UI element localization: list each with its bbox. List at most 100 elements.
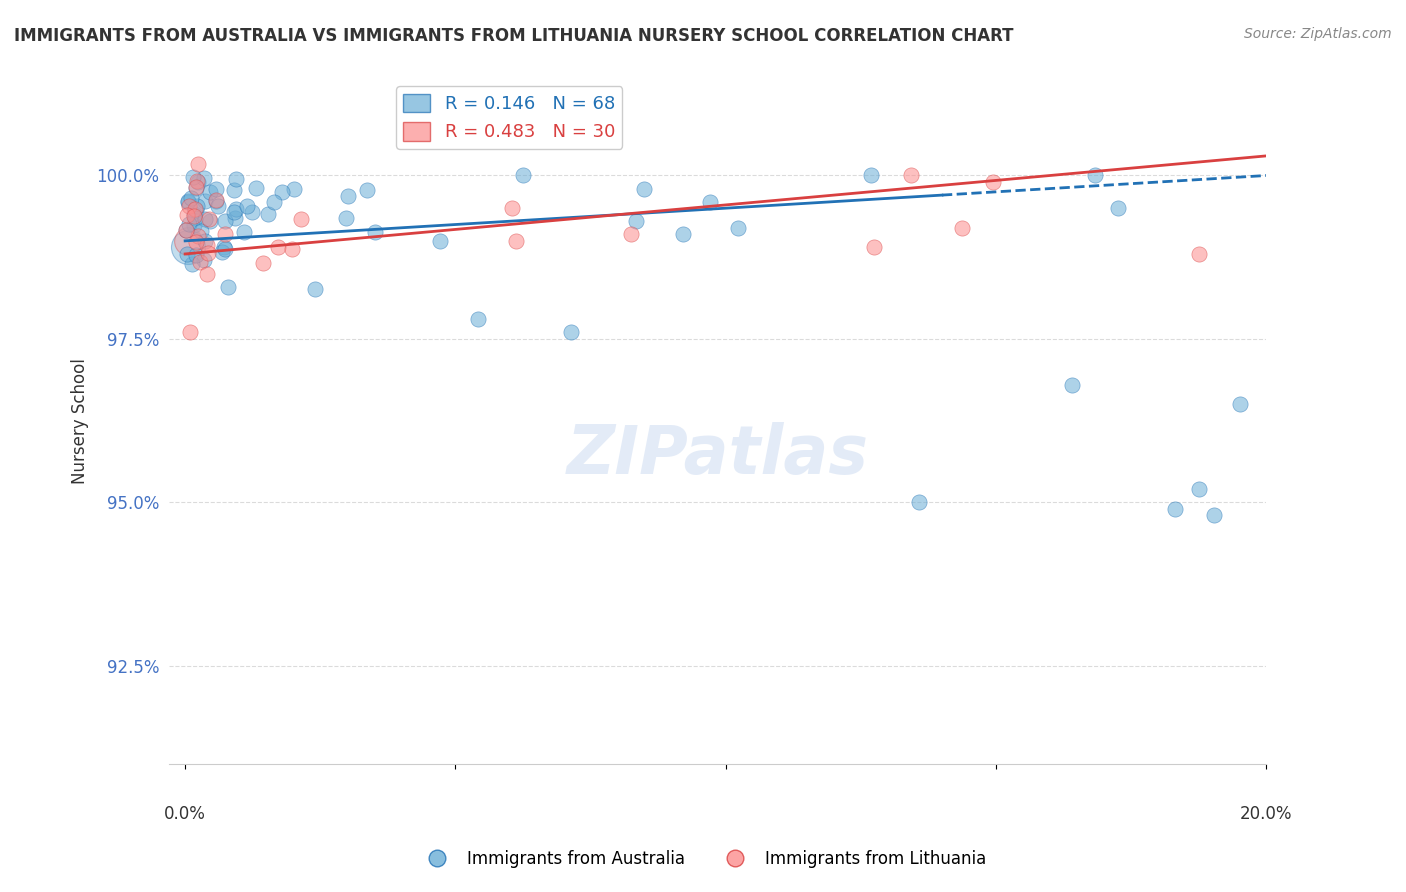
- Immigrants from Lithuania: [981, 175, 1004, 189]
- Immigrants from Australia: [1107, 201, 1129, 215]
- Y-axis label: Nursery School: Nursery School: [72, 358, 89, 483]
- Immigrants from Lithuania: [280, 242, 302, 256]
- Immigrants from Australia: [236, 199, 259, 213]
- Immigrants from Australia: [356, 183, 378, 197]
- Immigrants from Lithuania: [197, 238, 219, 252]
- Immigrants from Australia: [212, 240, 235, 254]
- Text: ZIPatlas: ZIPatlas: [567, 422, 869, 488]
- Immigrants from Lithuania: [214, 227, 236, 242]
- Immigrants from Australia: [180, 191, 202, 205]
- Immigrants from Australia: [240, 204, 263, 219]
- Immigrants from Lithuania: [179, 199, 201, 213]
- Immigrants from Australia: [214, 242, 236, 256]
- Immigrants from Australia: [184, 211, 207, 226]
- Immigrants from Australia: [467, 312, 489, 326]
- Immigrants from Australia: [194, 211, 217, 226]
- Immigrants from Lithuania: [195, 267, 218, 281]
- Immigrants from Lithuania: [290, 212, 312, 227]
- Immigrants from Australia: [176, 194, 198, 209]
- Immigrants from Australia: [198, 185, 221, 199]
- Point: [177, 234, 200, 248]
- Immigrants from Lithuania: [187, 229, 209, 244]
- Immigrants from Lithuania: [179, 326, 201, 340]
- Immigrants from Lithuania: [505, 234, 527, 248]
- Immigrants from Lithuania: [176, 208, 198, 222]
- Immigrants from Australia: [283, 182, 305, 196]
- Immigrants from Australia: [200, 214, 222, 228]
- Immigrants from Australia: [174, 223, 197, 237]
- Immigrants from Australia: [217, 280, 239, 294]
- Immigrants from Australia: [907, 495, 929, 509]
- Immigrants from Australia: [225, 172, 247, 186]
- Immigrants from Australia: [727, 220, 749, 235]
- Immigrants from Lithuania: [184, 180, 207, 194]
- Immigrants from Australia: [224, 183, 246, 197]
- Text: 0.0%: 0.0%: [165, 805, 207, 823]
- Immigrants from Lithuania: [183, 210, 205, 224]
- Immigrants from Australia: [194, 234, 217, 248]
- Immigrants from Australia: [1060, 377, 1083, 392]
- Immigrants from Australia: [186, 247, 208, 261]
- Immigrants from Australia: [184, 181, 207, 195]
- Immigrants from Lithuania: [1188, 247, 1211, 261]
- Immigrants from Australia: [183, 218, 205, 232]
- Immigrants from Australia: [224, 211, 246, 225]
- Immigrants from Australia: [193, 252, 215, 267]
- Immigrants from Australia: [859, 169, 882, 183]
- Immigrants from Australia: [560, 326, 582, 340]
- Immigrants from Lithuania: [952, 220, 974, 235]
- Immigrants from Australia: [211, 244, 233, 259]
- Immigrants from Lithuania: [863, 240, 886, 254]
- Immigrants from Australia: [194, 194, 217, 208]
- Immigrants from Australia: [1084, 169, 1107, 183]
- Immigrants from Lithuania: [186, 174, 208, 188]
- Immigrants from Australia: [245, 181, 267, 195]
- Immigrants from Australia: [257, 207, 280, 221]
- Immigrants from Lithuania: [267, 240, 290, 254]
- Legend: Immigrants from Australia, Immigrants from Lithuania: Immigrants from Australia, Immigrants fr…: [413, 844, 993, 875]
- Text: Source: ZipAtlas.com: Source: ZipAtlas.com: [1244, 27, 1392, 41]
- Text: 20.0%: 20.0%: [1240, 805, 1292, 823]
- Immigrants from Australia: [181, 170, 204, 185]
- Immigrants from Australia: [672, 227, 695, 242]
- Immigrants from Australia: [512, 169, 534, 183]
- Immigrants from Australia: [186, 199, 208, 213]
- Immigrants from Australia: [190, 224, 212, 238]
- Immigrants from Australia: [699, 194, 721, 209]
- Immigrants from Australia: [193, 171, 215, 186]
- Immigrants from Australia: [1164, 501, 1187, 516]
- Immigrants from Australia: [1229, 397, 1251, 411]
- Immigrants from Australia: [225, 202, 247, 216]
- Text: IMMIGRANTS FROM AUSTRALIA VS IMMIGRANTS FROM LITHUANIA NURSERY SCHOOL CORRELATIO: IMMIGRANTS FROM AUSTRALIA VS IMMIGRANTS …: [14, 27, 1014, 45]
- Immigrants from Australia: [232, 225, 254, 239]
- Immigrants from Australia: [363, 225, 385, 239]
- Immigrants from Australia: [429, 234, 451, 248]
- Immigrants from Australia: [624, 214, 647, 228]
- Immigrants from Australia: [1188, 483, 1211, 497]
- Immigrants from Australia: [214, 214, 236, 228]
- Immigrants from Australia: [263, 194, 285, 209]
- Immigrants from Australia: [181, 257, 204, 271]
- Immigrants from Australia: [336, 189, 359, 203]
- Immigrants from Australia: [187, 175, 209, 189]
- Immigrants from Australia: [204, 194, 226, 208]
- Immigrants from Australia: [205, 182, 228, 196]
- Immigrants from Australia: [222, 205, 245, 219]
- Immigrants from Australia: [207, 199, 229, 213]
- Immigrants from Lithuania: [620, 227, 643, 242]
- Immigrants from Australia: [184, 202, 207, 217]
- Immigrants from Lithuania: [501, 201, 523, 215]
- Immigrants from Australia: [633, 181, 655, 195]
- Immigrants from Australia: [1202, 508, 1225, 523]
- Immigrants from Australia: [177, 194, 200, 209]
- Immigrants from Lithuania: [188, 254, 211, 268]
- Immigrants from Lithuania: [176, 222, 198, 236]
- Immigrants from Lithuania: [187, 157, 209, 171]
- Immigrants from Lithuania: [183, 202, 205, 216]
- Point: [177, 240, 200, 254]
- Immigrants from Australia: [183, 207, 205, 221]
- Immigrants from Lithuania: [184, 235, 207, 249]
- Immigrants from Australia: [176, 246, 198, 260]
- Immigrants from Lithuania: [197, 246, 219, 260]
- Immigrants from Lithuania: [900, 169, 922, 183]
